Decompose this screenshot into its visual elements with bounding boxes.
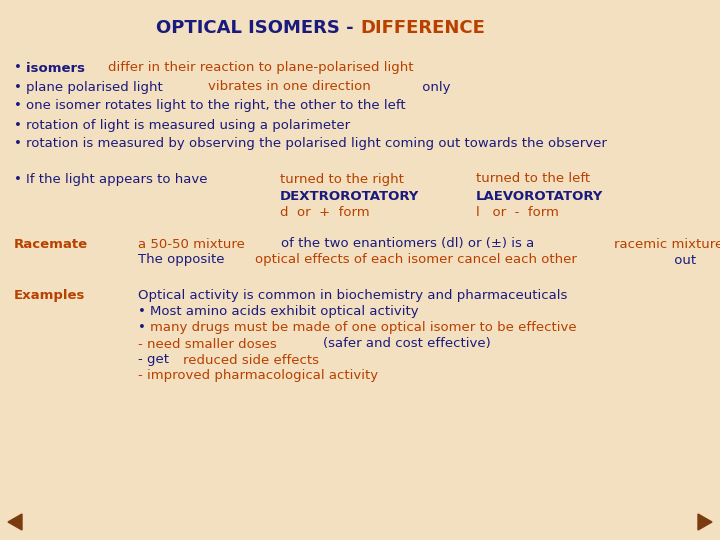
Text: •: • [14, 118, 22, 132]
Text: - improved pharmacological activity: - improved pharmacological activity [138, 369, 378, 382]
Text: •: • [138, 306, 146, 319]
Text: DIFFERENCE: DIFFERENCE [360, 19, 485, 37]
Text: LAEVOROTATORY: LAEVOROTATORY [476, 190, 603, 202]
Text: •: • [14, 138, 22, 151]
Text: •: • [14, 80, 22, 93]
Text: •: • [14, 172, 22, 186]
Text: d  or  +  form: d or + form [280, 206, 369, 219]
Text: (safer and cost effective): (safer and cost effective) [323, 338, 490, 350]
Text: racemic mixture.: racemic mixture. [613, 238, 720, 251]
Text: vibrates in one direction: vibrates in one direction [208, 80, 371, 93]
Text: - get: - get [138, 354, 174, 367]
Text: - need smaller doses: - need smaller doses [138, 338, 281, 350]
Text: DEXTROROTATORY: DEXTROROTATORY [280, 190, 419, 202]
Text: turned to the right: turned to the right [280, 172, 404, 186]
Text: optical effects of each isomer cancel each other: optical effects of each isomer cancel ea… [255, 253, 577, 267]
Text: l   or  -  form: l or - form [476, 206, 559, 219]
Text: plane polarised light: plane polarised light [26, 80, 167, 93]
Text: one isomer rotates light to the right, the other to the left: one isomer rotates light to the right, t… [26, 99, 405, 112]
Polygon shape [698, 514, 712, 530]
Text: reduced side effects: reduced side effects [184, 354, 320, 367]
Text: •: • [14, 99, 22, 112]
Text: OPTICAL ISOMERS -: OPTICAL ISOMERS - [156, 19, 360, 37]
Text: rotation of light is measured using a polarimeter: rotation of light is measured using a po… [26, 118, 350, 132]
Text: only: only [418, 80, 451, 93]
Text: The opposite: The opposite [138, 253, 229, 267]
Text: If the light appears to have: If the light appears to have [26, 172, 207, 186]
Polygon shape [8, 514, 22, 530]
Text: Most amino acids exhibit optical activity: Most amino acids exhibit optical activit… [150, 306, 418, 319]
Text: Racemate: Racemate [14, 238, 88, 251]
Text: •: • [14, 62, 22, 75]
Text: differ in their reaction to plane-polarised light: differ in their reaction to plane-polari… [108, 62, 413, 75]
Text: out: out [670, 253, 696, 267]
Text: a 50-50 mixture: a 50-50 mixture [138, 238, 249, 251]
Text: of the two enantiomers (dl) or (±) is a: of the two enantiomers (dl) or (±) is a [282, 238, 539, 251]
Text: many drugs must be made of one optical isomer to be effective: many drugs must be made of one optical i… [150, 321, 577, 334]
Text: Examples: Examples [14, 289, 86, 302]
Text: •: • [138, 321, 146, 334]
Text: turned to the left: turned to the left [476, 172, 590, 186]
Text: isomers: isomers [26, 62, 89, 75]
Text: Optical activity is common in biochemistry and pharmaceuticals: Optical activity is common in biochemist… [138, 289, 567, 302]
Text: rotation is measured by observing the polarised light coming out towards the obs: rotation is measured by observing the po… [26, 138, 607, 151]
